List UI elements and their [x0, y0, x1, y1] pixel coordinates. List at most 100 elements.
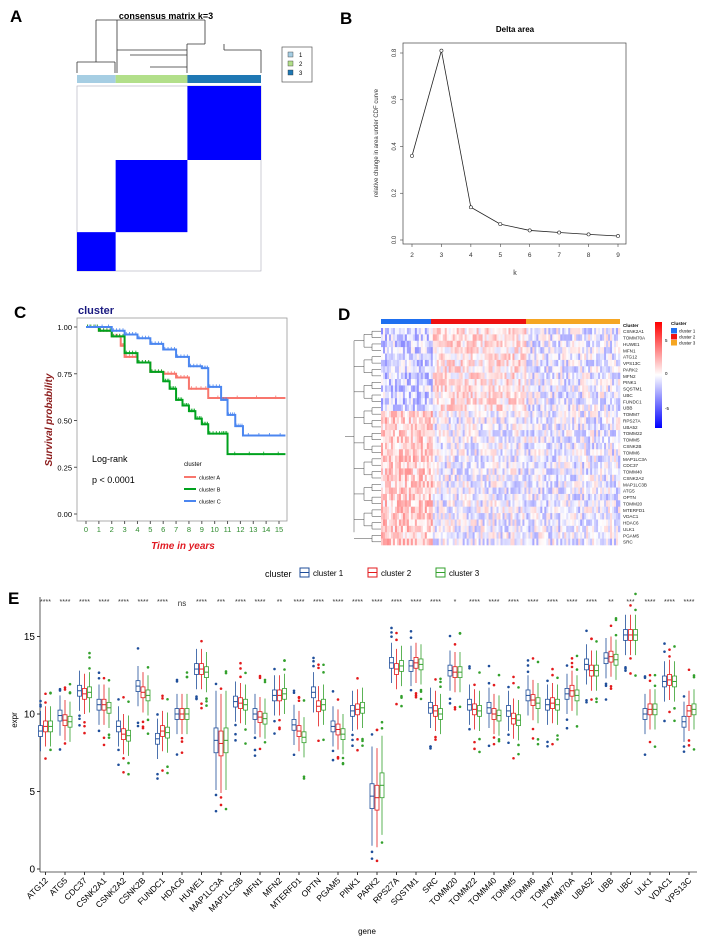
heatmap-cell — [576, 525, 579, 533]
heatmap-cell — [598, 468, 601, 476]
heatmap-cell — [466, 449, 469, 456]
heatmap-cell — [412, 410, 416, 418]
heatmap-cell — [612, 513, 615, 520]
heatmap-cell — [486, 513, 489, 520]
heatmap-cell — [594, 423, 597, 431]
heatmap-cell — [594, 385, 597, 393]
heatmap-cell — [418, 468, 422, 476]
heatmap-cell — [510, 372, 513, 380]
heatmap-cell — [562, 525, 565, 533]
heatmap-cell — [580, 347, 583, 354]
x-tick-label: 3 — [123, 525, 127, 534]
heatmap-cell — [604, 487, 607, 495]
heatmap-cell — [528, 506, 531, 514]
heatmap-cell — [452, 366, 455, 373]
heatmap-cell — [396, 328, 400, 335]
heatmap-cell — [398, 474, 402, 482]
heatmap-cell — [522, 442, 525, 450]
heatmap-cell — [518, 340, 521, 348]
heatmap-cell — [538, 474, 541, 482]
heatmap-cell — [518, 442, 521, 450]
heatmap-cell — [542, 366, 545, 373]
heatmap-cell — [386, 385, 390, 393]
heatmap-cell — [616, 493, 619, 501]
heatmap-cell — [458, 455, 461, 463]
heatmap-cell — [544, 391, 547, 399]
heatmap-cell — [440, 347, 444, 354]
heatmap-cell — [474, 525, 477, 533]
heatmap-cell — [604, 493, 607, 501]
heatmap-cell — [510, 417, 513, 425]
heatmap-cell — [558, 474, 561, 482]
y-tick-label: 0.00 — [57, 510, 72, 519]
heatmap-cell — [480, 462, 483, 469]
heatmap-cell — [398, 493, 402, 501]
heatmap-cell — [406, 525, 410, 533]
heatmap-cell — [562, 372, 565, 380]
heatmap-cell — [444, 379, 448, 386]
heatmap-cell — [472, 449, 475, 456]
heatmap-cell — [556, 455, 559, 463]
heatmap-cell — [414, 519, 418, 527]
heatmap-cell — [430, 481, 434, 488]
heatmap-cell — [550, 500, 553, 508]
heatmap-cell — [582, 353, 585, 361]
heatmap-cell — [422, 334, 426, 342]
heatmap-cell — [396, 442, 400, 450]
heatmap-cell — [388, 462, 392, 469]
heatmap-cell — [432, 442, 436, 450]
heatmap-cell — [562, 340, 565, 348]
heatmap-cell — [594, 359, 597, 367]
heatmap-cell — [458, 359, 461, 367]
heatmap-cell — [502, 525, 505, 533]
heatmap-cell — [402, 334, 406, 342]
heatmap-cell — [522, 347, 525, 354]
heatmap-cell — [442, 538, 446, 546]
heatmap-cell — [460, 430, 463, 437]
heatmap-cell — [508, 334, 511, 342]
heatmap-cell — [534, 404, 537, 412]
heatmap-cell — [408, 519, 412, 527]
heatmap-cell — [460, 410, 463, 418]
heatmap-cell — [406, 449, 410, 456]
heatmap-cell — [484, 347, 487, 354]
heatmap-cell — [534, 525, 537, 533]
heatmap-cell — [410, 474, 414, 482]
heatmap-cell — [566, 417, 569, 425]
heatmap-cell — [478, 334, 481, 342]
heatmap-cell — [440, 328, 444, 335]
heatmap-cell — [416, 398, 420, 405]
heatmap-cell — [546, 481, 549, 488]
heatmap-cell — [480, 353, 483, 361]
heatmap-cell — [450, 513, 453, 520]
heatmap-cell — [508, 525, 511, 533]
heatmap-cell — [424, 468, 428, 476]
heatmap-cell — [418, 430, 422, 437]
heatmap-cell — [406, 353, 410, 361]
heatmap-cell — [598, 410, 601, 418]
heatmap-cell — [592, 519, 595, 527]
heatmap-cell — [486, 430, 489, 437]
heatmap-cell — [388, 404, 392, 412]
heatmap-cell — [414, 417, 418, 425]
heatmap-cell — [526, 417, 529, 425]
heatmap-cell — [474, 328, 477, 335]
heatmap-cell — [500, 385, 503, 393]
heatmap-cell — [608, 455, 611, 463]
heatmap-cell — [448, 449, 452, 456]
heatmap-cell — [598, 379, 601, 386]
heatmap-cell — [590, 462, 593, 469]
heatmap-cell — [410, 455, 414, 463]
heatmap-cell — [606, 481, 609, 488]
heatmap-cell — [578, 391, 581, 399]
heatmap-cell — [474, 436, 477, 444]
heatmap-cell — [576, 519, 579, 527]
heatmap-cell — [432, 462, 436, 469]
heatmap-cell — [424, 525, 428, 533]
heatmap-cell — [460, 513, 463, 520]
heatmap-cell — [484, 455, 487, 463]
heatmap-cell — [420, 372, 424, 380]
heatmap-cell — [542, 347, 545, 354]
heatmap-cell — [424, 417, 428, 425]
heatmap-cell — [498, 372, 501, 380]
